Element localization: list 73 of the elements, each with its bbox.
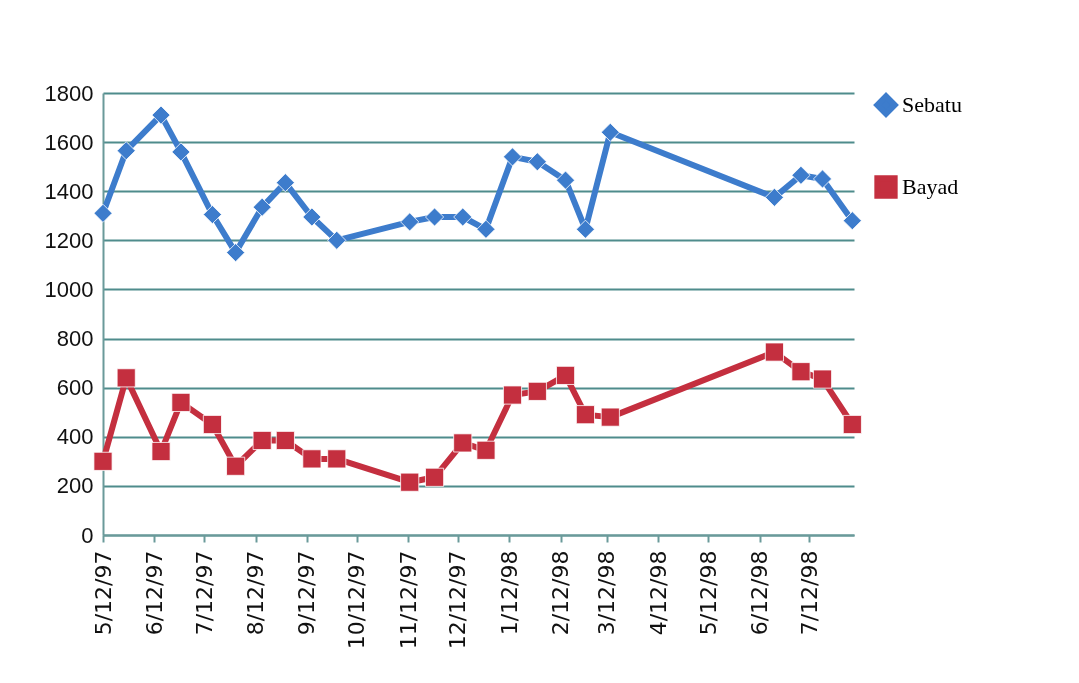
point [202,415,222,434]
point [503,385,522,405]
x-tick-label: 11/12/97 [395,550,421,650]
point [171,142,191,162]
y-tick-label: 0 [81,522,94,548]
point [93,451,113,471]
point [400,472,420,492]
point [151,105,171,125]
y-tick-label: 200 [56,473,94,499]
x-tick-label: 2/12/98 [548,550,574,636]
point [302,449,322,469]
point [813,169,832,189]
point [791,362,811,382]
point [791,165,811,185]
x-tick-label: 9/12/97 [294,550,320,636]
point [425,207,445,227]
legend-label: Bayad [902,174,959,199]
point [252,430,272,450]
point [476,440,496,460]
point [527,152,547,172]
x-tick-label: 5/12/97 [90,550,116,636]
x-tick-label: 7/12/98 [796,550,822,636]
y-tick-label: 1000 [44,276,94,302]
point [842,415,862,434]
point [453,433,473,453]
point [425,467,445,487]
point [202,205,222,225]
point [503,147,522,167]
point [453,207,473,227]
x-tick-label: 10/12/97 [344,550,370,650]
y-tick-label: 1200 [44,227,94,253]
x-tick-label: 4/12/98 [645,550,671,636]
point [171,392,191,412]
point [275,430,295,450]
x-tick-label: 3/12/98 [594,550,620,636]
x-tick-label: 8/12/97 [243,550,269,636]
point [764,342,784,362]
x-tick-label: 6/12/97 [141,550,167,636]
point [302,207,322,227]
point [151,442,171,461]
point [116,368,136,388]
point [600,122,620,142]
x-tick-label: 12/12/97 [445,550,471,650]
y-tick-label: 800 [56,326,94,352]
x-tick-label: 7/12/97 [191,550,217,636]
y-tick-label: 1800 [44,80,94,106]
point [575,219,595,239]
x-tick-label: 1/12/98 [496,550,522,636]
y-tick-label: 1600 [44,129,94,155]
x-tick-label: 5/12/98 [695,550,721,636]
point [327,230,347,250]
point [842,211,862,231]
point [252,197,272,217]
point [116,141,136,161]
point [275,173,295,193]
point [764,187,784,207]
x-tick-label: 6/12/98 [747,550,772,636]
point [226,456,246,476]
point [600,407,620,427]
y-tick-label: 600 [56,375,94,401]
legend-label: Sebatu [902,92,962,117]
point [327,449,347,469]
point [527,381,547,401]
point [226,243,246,263]
point [476,219,496,239]
point [556,170,576,190]
y-tick-label: 400 [56,424,94,450]
point [400,212,420,232]
point [575,405,595,425]
point [93,203,113,223]
point [813,369,832,389]
point [556,365,576,385]
y-tick-label: 1400 [44,178,94,204]
